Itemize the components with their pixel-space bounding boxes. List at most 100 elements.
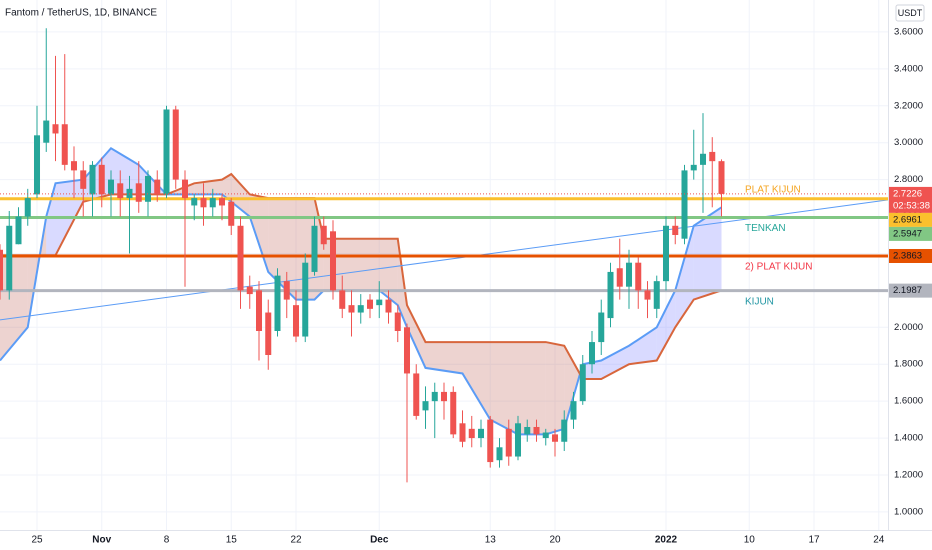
cloud-fill bbox=[222, 174, 232, 202]
price-tag-label: 2.1987 bbox=[893, 285, 922, 296]
cloud-fill bbox=[601, 345, 629, 379]
price-tag bbox=[889, 283, 932, 298]
candle-body bbox=[653, 281, 660, 309]
cloud-fill bbox=[249, 194, 269, 272]
candle-body bbox=[487, 419, 494, 463]
cloud-fill bbox=[351, 238, 380, 291]
price-tag-label: 2.5947 bbox=[893, 228, 922, 239]
candle-body bbox=[311, 225, 318, 272]
candle-body bbox=[237, 225, 244, 291]
candle-body bbox=[15, 216, 22, 245]
currency-label[interactable]: USDT bbox=[898, 8, 923, 18]
candle-body bbox=[43, 120, 50, 143]
price-tag bbox=[889, 212, 932, 227]
y-tick-label: 3.6000 bbox=[894, 26, 923, 37]
candle-body bbox=[422, 401, 429, 411]
currency-box[interactable] bbox=[895, 4, 925, 22]
cloud-fill bbox=[296, 198, 315, 300]
candle-body bbox=[542, 432, 549, 439]
cloud-fill bbox=[518, 342, 546, 435]
price-tag-label: 2.3863 bbox=[893, 251, 922, 262]
candle-body bbox=[265, 312, 272, 355]
candle-body bbox=[403, 327, 411, 374]
candle-body bbox=[163, 109, 170, 195]
candle-body bbox=[6, 225, 13, 291]
level-label: PLAT KIJUN bbox=[745, 184, 801, 195]
candle-body bbox=[80, 170, 87, 189]
level-label: KIJUN bbox=[745, 296, 774, 307]
y-tick-label: 1.8000 bbox=[894, 359, 923, 370]
candle-body bbox=[524, 426, 531, 435]
candle-body bbox=[644, 290, 651, 300]
candle-body bbox=[89, 164, 96, 195]
cloud-fill bbox=[323, 238, 352, 291]
candle-body bbox=[366, 299, 374, 309]
candle-body bbox=[598, 312, 605, 343]
cloud-fill bbox=[564, 345, 583, 429]
candle-body bbox=[385, 299, 392, 313]
candle-body bbox=[200, 198, 207, 208]
price-tag bbox=[889, 248, 932, 263]
candle-body bbox=[144, 175, 152, 202]
countdown-label: 02:53:38 bbox=[893, 200, 930, 211]
cloud-fill bbox=[656, 290, 676, 361]
candle-body bbox=[181, 179, 189, 199]
x-tick-label: 22 bbox=[290, 535, 302, 546]
candle-body bbox=[52, 124, 59, 134]
candle-body bbox=[505, 428, 512, 457]
candle-body bbox=[339, 290, 346, 309]
candle-body bbox=[533, 426, 540, 435]
candle-body bbox=[431, 391, 438, 402]
candle-body bbox=[450, 391, 457, 435]
grid bbox=[0, 0, 888, 530]
cloud-fill bbox=[46, 183, 56, 256]
cloud-fill bbox=[111, 148, 139, 195]
candle-body bbox=[440, 391, 448, 402]
x-tick-label: 2022 bbox=[655, 535, 678, 546]
x-tick-label: Dec bbox=[370, 535, 389, 546]
candle-body bbox=[348, 305, 355, 313]
y-tick-label: 1.4000 bbox=[894, 433, 923, 444]
candle-body bbox=[561, 419, 568, 442]
candle-body bbox=[570, 401, 577, 420]
candle-body bbox=[255, 290, 263, 331]
candle-body bbox=[672, 225, 679, 236]
x-tick-label: 15 bbox=[226, 535, 238, 546]
x-tick-label: 8 bbox=[164, 535, 170, 546]
candle-body bbox=[246, 286, 253, 295]
candle-body bbox=[172, 109, 179, 180]
cloud-fill bbox=[629, 327, 657, 365]
candle-body bbox=[320, 225, 327, 245]
candle-body bbox=[0, 249, 4, 291]
y-tick-label: 3.0000 bbox=[894, 137, 923, 148]
candle-body bbox=[376, 299, 383, 306]
candle-body bbox=[24, 198, 31, 217]
x-tick-label: Nov bbox=[92, 535, 111, 546]
trendline bbox=[0, 199, 889, 321]
candle-body bbox=[135, 183, 142, 202]
candle-body bbox=[690, 164, 697, 171]
candle-body bbox=[292, 305, 300, 337]
candle-body bbox=[329, 231, 337, 291]
candle-body bbox=[588, 342, 596, 365]
candle-body bbox=[496, 447, 503, 461]
candle-body bbox=[616, 268, 623, 287]
x-tick-label: 10 bbox=[744, 535, 756, 546]
candle-body bbox=[459, 423, 466, 442]
candle-body bbox=[394, 312, 401, 331]
plot-area: PLAT KIJUN TENKAN 2) PLAT KIJUN KIJUN bbox=[0, 28, 889, 483]
x-tick-label: 13 bbox=[485, 535, 497, 546]
cloud-fill bbox=[693, 207, 722, 300]
candle-body bbox=[699, 153, 707, 165]
cloud-fill bbox=[268, 198, 296, 300]
candle-body bbox=[218, 198, 226, 206]
price-tag bbox=[889, 226, 932, 241]
chart-title: Fantom / TetherUS, 1D, BINANCE bbox=[5, 8, 157, 19]
candle-body bbox=[413, 373, 420, 416]
candle-body bbox=[681, 170, 688, 239]
candle-body bbox=[468, 428, 475, 439]
x-tick-label: 17 bbox=[808, 535, 820, 546]
candle-body bbox=[61, 124, 68, 165]
